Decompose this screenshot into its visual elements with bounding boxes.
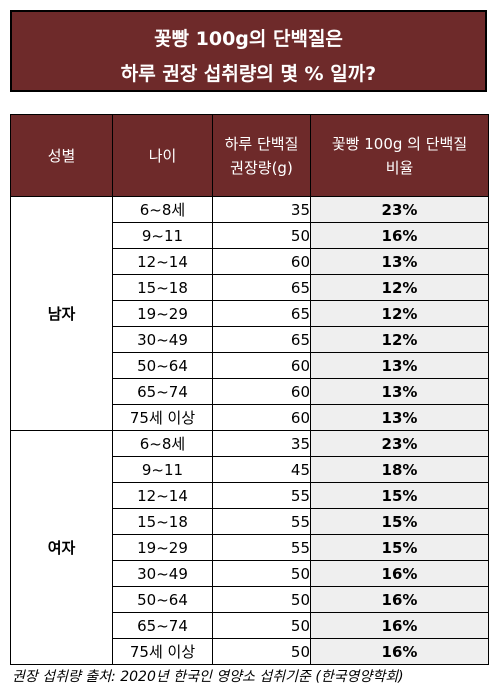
ratio-cell: 13% (310, 248, 489, 275)
table-row: 12~14 60 13% (11, 248, 489, 275)
age-cell: 75세 이상 (112, 638, 213, 665)
header-ratio-line-2: 비율 (385, 158, 414, 177)
table-row: 남자 6~8세 35 23% (10, 196, 489, 431)
age-cell: 65~74 (112, 378, 213, 405)
ratio-cell: 16% (310, 222, 489, 249)
recommended-cell: 55 (212, 482, 311, 509)
age-cell: 15~18 (112, 508, 213, 535)
ratio-cell: 13% (310, 352, 489, 379)
table-row: 75세 이상 50 16% (11, 638, 489, 665)
ratio-cell: 12% (310, 300, 489, 327)
recommended-cell: 65 (212, 300, 311, 327)
ratio-cell: 12% (310, 326, 489, 353)
recommended-cell: 55 (212, 534, 311, 561)
header-ratio-line-1: 꽃빵 100g 의 단백질 (331, 134, 468, 153)
source-note: 권장 섭취량 출처: 2020년 한국인 영양소 섭취기준 (한국영양학회) (12, 669, 404, 685)
recommended-cell: 65 (212, 326, 311, 353)
ratio-cell: 15% (310, 508, 489, 535)
table-body: 남자 6~8세 35 23% 9~11 50 16% 12~14 60 13% 15~18 65 12%… (10, 196, 489, 665)
ratio-cell: 18% (310, 456, 489, 483)
title-banner: 꽃빵 100g의 단백질은 하루 권장 섭취량의 몇 % 일까? (10, 10, 487, 92)
ratio-cell: 23% (310, 430, 489, 457)
ratio-cell: 13% (310, 378, 489, 405)
header-row: 성별 나이 하루 단백질 권장량(g) 꽃빵 100g 의 단백질 비율 (10, 114, 489, 197)
recommended-cell: 50 (212, 612, 311, 639)
ratio-cell: 15% (310, 482, 489, 509)
table-row: 30~49 50 16% (11, 560, 489, 587)
age-cell: 9~11 (112, 456, 213, 483)
recommended-cell: 45 (212, 456, 311, 483)
table-row: 여자 6~8세 35 23% (10, 430, 489, 665)
age-cell: 19~29 (112, 534, 213, 561)
title-line-2: 하루 권장 섭취량의 몇 % 일까? (120, 63, 377, 85)
ratio-cell: 16% (310, 612, 489, 639)
header-recommended-line-1: 하루 단백질 (224, 134, 299, 153)
table-row: 19~29 65 12% (11, 300, 489, 327)
recommended-cell: 50 (212, 222, 311, 249)
title-line-1: 꽃빵 100g의 단백질은 (154, 28, 343, 50)
age-cell: 9~11 (112, 222, 213, 249)
age-cell: 75세 이상 (112, 404, 213, 431)
ratio-cell: 12% (310, 274, 489, 301)
age-cell: 12~14 (112, 248, 213, 275)
ratio-cell: 16% (310, 586, 489, 613)
age-cell: 30~49 (112, 326, 213, 353)
table-row: 65~74 60 13% (11, 378, 489, 405)
table-row: 65~74 50 16% (11, 612, 489, 639)
header-recommended: 하루 단백질 권장량(g) (212, 114, 311, 197)
age-cell: 19~29 (112, 300, 213, 327)
header-age: 나이 (112, 114, 213, 197)
ratio-cell: 23% (310, 196, 489, 223)
table-row: 15~18 65 12% (11, 274, 489, 301)
gender-cell: 여자 (10, 430, 113, 665)
age-cell: 15~18 (112, 274, 213, 301)
table-row: 9~11 50 16% (11, 222, 489, 249)
header-recommended-line-2: 권장량(g) (230, 158, 293, 177)
age-cell: 50~64 (112, 586, 213, 613)
age-cell: 12~14 (112, 482, 213, 509)
recommended-cell: 50 (212, 638, 311, 665)
header-ratio: 꽃빵 100g 의 단백질 비율 (310, 114, 489, 197)
recommended-cell: 35 (212, 430, 311, 457)
recommended-cell: 35 (212, 196, 311, 223)
recommended-cell: 60 (212, 352, 311, 379)
recommended-cell: 60 (212, 378, 311, 405)
recommended-cell: 55 (212, 508, 311, 535)
age-cell: 50~64 (112, 352, 213, 379)
ratio-cell: 13% (310, 404, 489, 431)
age-cell: 65~74 (112, 612, 213, 639)
recommended-cell: 65 (212, 274, 311, 301)
age-cell: 6~8세 (112, 196, 213, 223)
recommended-cell: 50 (212, 560, 311, 587)
ratio-cell: 16% (310, 560, 489, 587)
table-row: 9~11 45 18% (11, 456, 489, 483)
age-cell: 6~8세 (112, 430, 213, 457)
table-row: 50~64 60 13% (11, 352, 489, 379)
gender-cell: 남자 (10, 196, 113, 431)
age-cell: 30~49 (112, 560, 213, 587)
recommended-cell: 50 (212, 586, 311, 613)
ratio-cell: 15% (310, 534, 489, 561)
header-gender: 성별 (10, 114, 113, 197)
ratio-cell: 16% (310, 638, 489, 665)
protein-table: 성별 나이 하루 단백질 권장량(g) 꽃빵 100g 의 단백질 비율 남자 6… (10, 114, 489, 665)
table-row: 30~49 65 12% (11, 326, 489, 353)
recommended-cell: 60 (212, 404, 311, 431)
recommended-cell: 60 (212, 248, 311, 275)
